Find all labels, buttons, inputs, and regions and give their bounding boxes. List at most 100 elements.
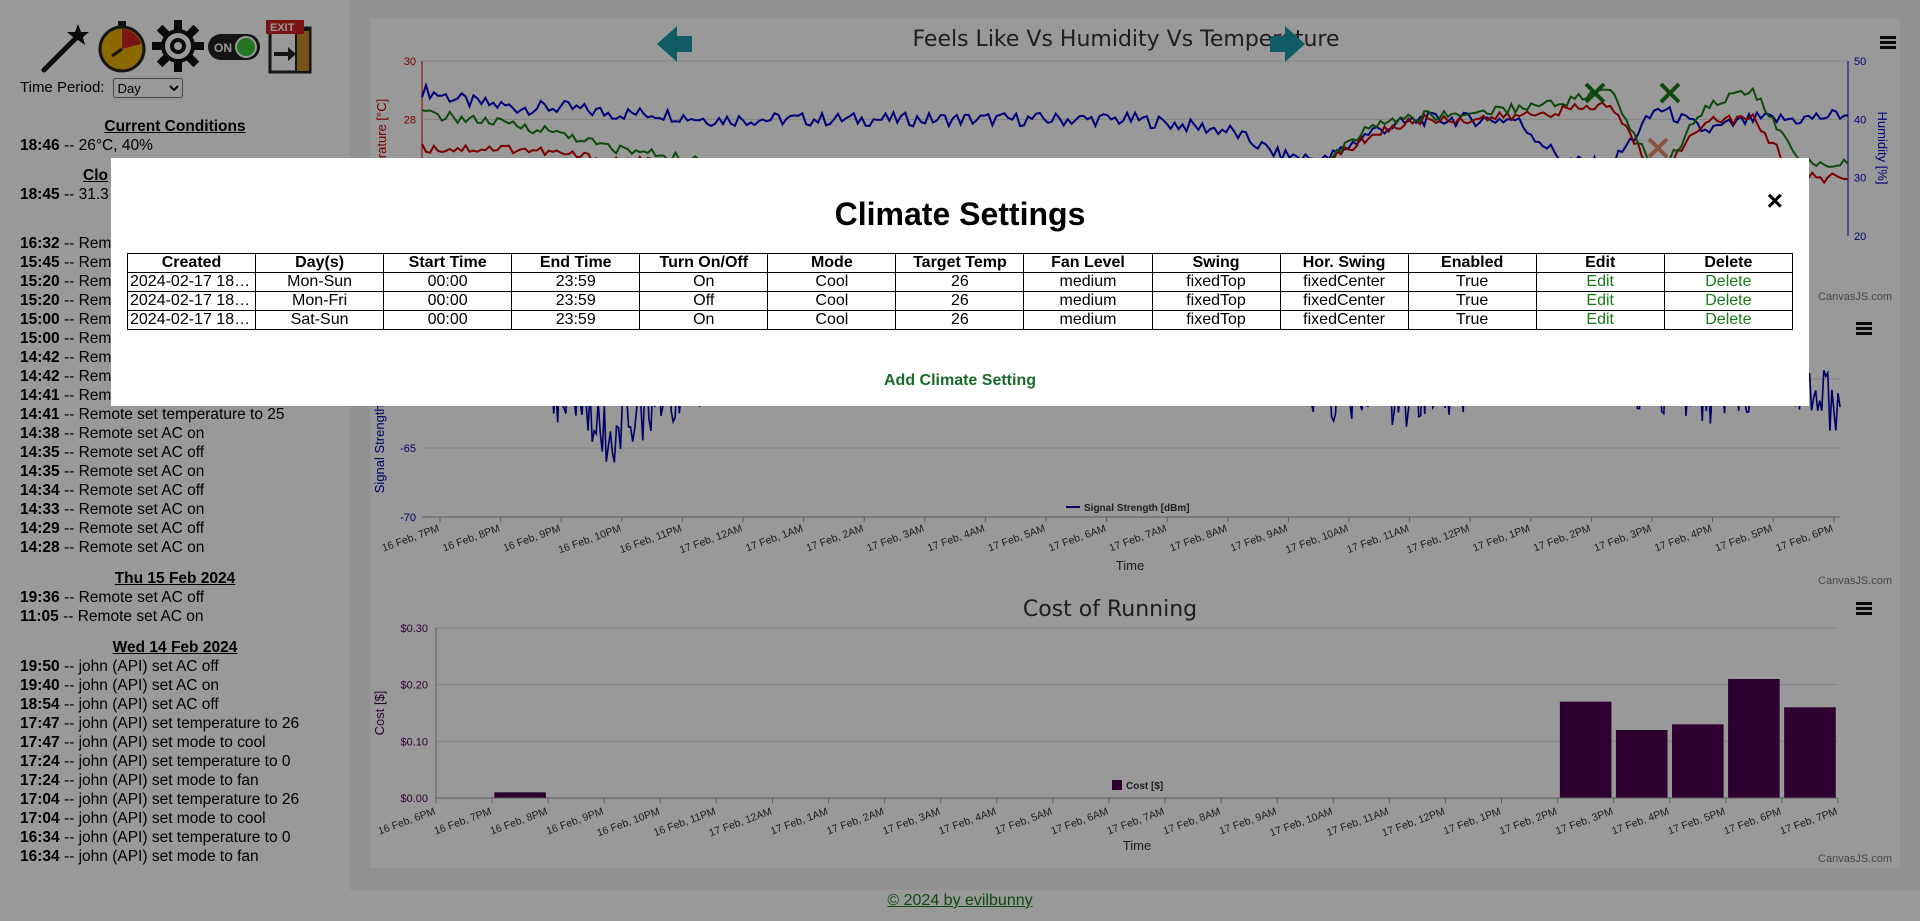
magic-wand-icon[interactable] [38,18,94,74]
menu-bar [1856,607,1872,610]
legend-label: Cost [$] [1126,781,1163,792]
right-arrow-icon[interactable] [1270,26,1305,62]
exit-icon[interactable]: EXIT [262,18,318,74]
close-icon[interactable]: × [1766,185,1783,216]
menu-bar [1856,327,1872,330]
column-header: Hor. Swing [1279,253,1409,273]
log-time: 14:41 [20,387,60,404]
log-entry: 14:42 -- Rem [20,348,330,367]
canvasjs-credit: CanvasJS.com [1818,291,1892,303]
log-entry: 14:35 -- Remote set AC off [20,443,330,462]
cloud-line: 18:45 -- 31.3 [20,185,330,204]
table-cell: 2024-02-17 18:… [126,310,257,330]
cost-bar [1559,701,1612,798]
add-climate-setting-button[interactable]: Add Climate Setting [883,372,1036,389]
log-text: -- Rem [63,292,112,309]
hamburger-menu-icon[interactable] [1880,36,1896,49]
left-arrow-icon[interactable] [657,26,692,62]
table-cell: Mon-Fri [255,291,385,311]
table-cell: 00:00 [383,291,513,311]
table-header-row: Created Day(s) Start Time End Time Turn On/O… [126,253,1794,273]
log-text: -- Remote set AC on [63,425,205,442]
log-time: 17:04 [20,791,60,808]
log-entry: 15:00 -- Rem [20,310,330,329]
log-text: -- john (API) set mode to fan [63,848,259,865]
x-marker-stroke [1647,137,1669,159]
cloud-heading: Clo [83,167,108,184]
cost-bar [1784,707,1836,798]
log-entry: 18:54 -- john (API) set AC off [20,695,330,714]
edit-link[interactable]: Edit [1535,291,1665,311]
timer-icon[interactable] [94,18,150,74]
log-time: 16:34 [20,848,60,865]
table-cell: True [1407,310,1537,330]
y-tick-label: -70 [400,512,416,524]
log-time: 16:32 [20,235,60,252]
log-text: -- Rem [63,368,112,385]
cost-chart: Cost of Running $0.30 $0.20 $0.10 $0.00 Cost … [370,588,1900,868]
edit-link[interactable]: Edit [1535,310,1665,330]
log-time: 15:45 [20,254,60,271]
log-entry: 17:04 -- john (API) set temperature to 2… [20,790,330,809]
x-axis-label: Time [1123,838,1151,853]
log-text: -- Remote set AC off [63,520,205,537]
log-time: 14:42 [20,349,60,366]
table-cell: On [639,310,769,330]
log-entry: 19:50 -- john (API) set AC off [20,657,330,676]
log-entry: 15:45 -- Rem [20,253,330,272]
delete-link[interactable]: Delete [1663,291,1794,311]
table-cell: fixedTop [1151,272,1281,292]
canvasjs-credit: CanvasJS.com [1818,575,1892,587]
table-cell: Cool [767,310,897,330]
hamburger-menu-icon[interactable] [1856,602,1872,615]
log-text: -- Remote set AC on [63,608,204,625]
column-header: Delete [1663,253,1794,273]
table-cell: medium [1023,291,1153,311]
log-entry: 14:29 -- Remote set AC off [20,519,330,538]
log-text: -- 31.3 [63,186,109,203]
table-cell: 2024-02-17 18:… [126,291,257,311]
log-entry: 14:28 -- Remote set AC on [20,538,330,557]
footer-link[interactable]: © 2024 by evilbunny [887,892,1033,909]
log-time: 11:05 [20,608,59,625]
y2-tick-label: 50 [1854,56,1866,68]
hamburger-menu-icon[interactable] [1856,322,1872,335]
time-period-select[interactable]: Day [112,78,183,98]
table-cell: Sat-Sun [255,310,385,330]
log-text: -- Rem [63,235,112,252]
y-tick-label: -65 [400,443,416,455]
edit-link[interactable]: Edit [1535,272,1665,292]
column-header: Start Time [383,253,513,273]
table-body: 2024-02-17 18:… Mon-Sun 00:00 23:59 On Cool 26… [126,272,1794,330]
chart-title: Cost of Running [1023,597,1197,622]
table-cell: fixedCenter [1279,272,1409,292]
today-entries: 16:32 -- Rem 15:45 -- Rem 15:20 -- Rem 15:2… [20,234,330,557]
log-text: -- Remote set AC off [63,482,205,499]
log-entry: 17:24 -- john (API) set temperature to 0 [20,752,330,771]
log-time: 17:47 [20,715,60,732]
table-row: 2024-02-17 18:… Sat-Sun 00:00 23:59 On Cool 26… [126,310,1794,330]
log-entry: 15:20 -- Rem [20,272,330,291]
delete-link[interactable]: Delete [1663,272,1794,292]
log-time: 14:38 [20,425,60,442]
on-toggle-icon[interactable]: ON [206,18,262,74]
x-marker [1584,82,1606,104]
x-marker-stroke [1584,82,1606,104]
column-header: Swing [1151,253,1281,273]
menu-bar [1856,332,1872,335]
table-cell: Off [639,291,769,311]
column-header: Edit [1535,253,1665,273]
table-cell: 00:00 [383,272,513,292]
log-text: -- Remote set temperature to 25 [63,406,285,423]
cost-bar [494,792,546,798]
log-text: -- Rem [63,330,112,347]
column-header: Created [126,253,257,273]
log-entry: 14:41 -- Remote set temperature to 25 [20,405,330,424]
delete-link[interactable]: Delete [1663,310,1794,330]
log-text: -- john (API) set AC on [63,677,220,694]
log-entry: 17:47 -- john (API) set mode to cool [20,733,330,752]
gear-icon[interactable] [150,18,206,74]
canvasjs-credit: CanvasJS.com [1818,853,1892,865]
log-time: 19:36 [20,589,60,606]
